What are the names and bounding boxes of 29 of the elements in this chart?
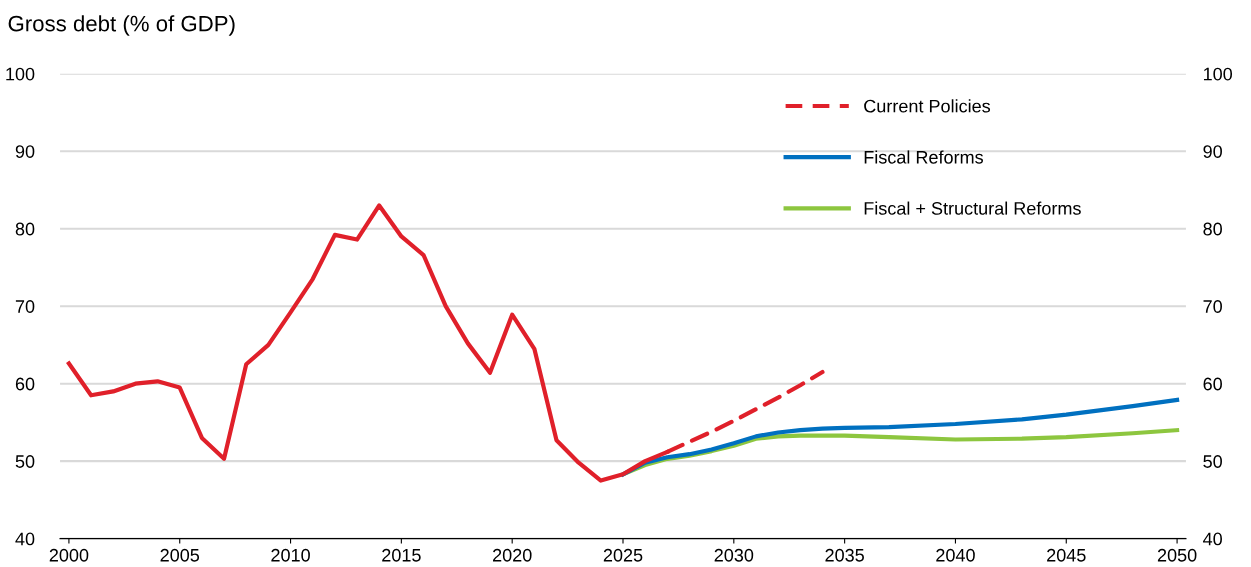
x-tick-label: 2030 bbox=[714, 548, 754, 562]
x-tick-label: 2045 bbox=[1047, 548, 1086, 562]
legend-label: Current Policies bbox=[864, 99, 991, 113]
y-tick-label: 40 bbox=[15, 532, 35, 546]
x-tick-label: 2015 bbox=[382, 548, 421, 562]
y-tick-label: 70 bbox=[15, 300, 35, 313]
x-tick-label: 2020 bbox=[493, 548, 532, 562]
x-tick-label: 2000 bbox=[49, 548, 89, 562]
legend-label: Fiscal + Structural Reforms bbox=[864, 201, 1081, 215]
y-tick-label: 100 bbox=[6, 67, 35, 81]
y2-tick-label: 70 bbox=[1203, 300, 1222, 313]
chart-title: Gross debt (% of GDP) bbox=[8, 15, 235, 36]
x-tick-label: 2050 bbox=[1157, 548, 1197, 562]
y-tick-label: 50 bbox=[15, 455, 35, 468]
y-tick-label: 60 bbox=[15, 377, 35, 391]
legend-label: Fiscal Reforms bbox=[864, 150, 983, 164]
x-tick-label: 2025 bbox=[603, 548, 643, 562]
x-tick-label: 2040 bbox=[936, 548, 975, 562]
y2-tick-label: 80 bbox=[1203, 222, 1222, 236]
y2-tick-label: 90 bbox=[1203, 145, 1222, 158]
y2-tick-label: 100 bbox=[1203, 67, 1233, 81]
x-tick-label: 2035 bbox=[825, 548, 864, 562]
y2-tick-label: 40 bbox=[1203, 532, 1222, 546]
y-tick-label: 80 bbox=[15, 222, 35, 236]
y-tick-label: 90 bbox=[15, 145, 35, 158]
y2-tick-label: 50 bbox=[1203, 455, 1222, 468]
x-tick-label: 2005 bbox=[160, 548, 200, 562]
y2-tick-label: 60 bbox=[1203, 377, 1222, 391]
x-tick-label: 2010 bbox=[271, 548, 310, 562]
